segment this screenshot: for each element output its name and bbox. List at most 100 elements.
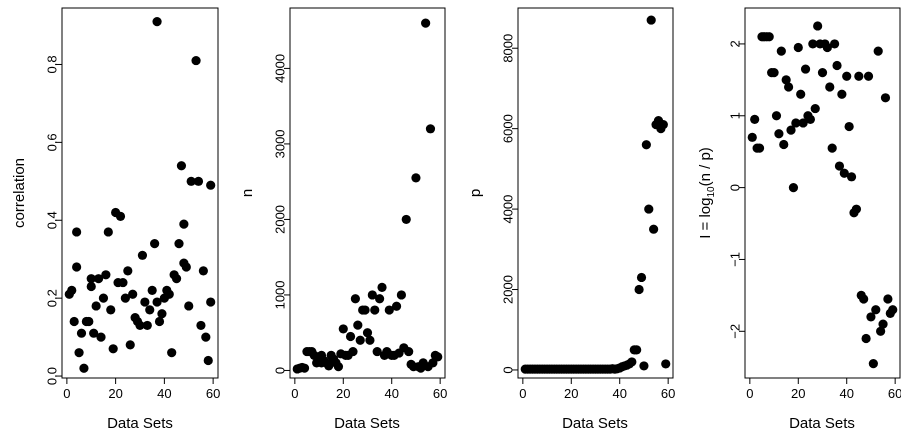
data-point <box>147 285 157 295</box>
data-point <box>191 55 201 66</box>
data-point <box>125 340 135 350</box>
data-point <box>433 352 443 362</box>
data-point <box>362 328 373 338</box>
data-point <box>786 125 796 135</box>
points-4 <box>747 21 898 369</box>
data-point <box>880 93 891 103</box>
data-point <box>120 293 130 303</box>
data-point <box>871 305 881 315</box>
data-point <box>176 161 187 171</box>
y-tick-label: 1000 <box>273 280 288 309</box>
data-point <box>641 140 651 150</box>
data-point <box>649 224 659 234</box>
data-point <box>164 289 174 299</box>
x-tick-label: 60 <box>661 386 675 401</box>
y-tick-label: 4000 <box>501 195 516 224</box>
data-point <box>365 335 375 345</box>
data-point <box>84 316 94 327</box>
x-tick-label: 40 <box>384 386 398 401</box>
plot-frame-1 <box>61 7 219 379</box>
axis-ticks-4: 0 20 40 60 −2 −1 0 1 2 <box>728 40 901 401</box>
data-point <box>793 42 803 53</box>
data-point <box>634 284 644 295</box>
y-tick-label: 8000 <box>501 34 516 63</box>
data-point <box>103 227 113 237</box>
y-tick-label: 0.4 <box>45 211 60 229</box>
data-point <box>774 129 784 139</box>
data-point <box>198 266 208 276</box>
data-point <box>152 17 162 27</box>
data-point <box>805 114 815 124</box>
data-point <box>350 294 360 304</box>
data-point <box>842 71 852 81</box>
data-point <box>834 161 845 171</box>
data-point <box>632 345 642 355</box>
data-point <box>86 274 96 284</box>
x-tick-label: 60 <box>206 386 220 401</box>
y-tick-label: 0.2 <box>45 289 60 307</box>
x-tick-label: 0 <box>291 386 298 401</box>
x-tick-label: 0 <box>519 386 526 401</box>
data-point <box>888 305 898 315</box>
data-point <box>658 120 668 130</box>
data-point <box>878 319 888 329</box>
y-tick-label: 0.8 <box>45 55 60 73</box>
points-2 <box>292 18 443 374</box>
data-point <box>854 71 864 81</box>
data-point <box>91 301 101 311</box>
data-point <box>644 204 654 214</box>
data-point <box>135 320 145 331</box>
x-axis-label-3: Data Sets <box>562 415 628 432</box>
data-point <box>646 15 656 25</box>
y-tick-label: 3000 <box>273 129 288 158</box>
panel-p: 0 20 40 60 0 2000 4000 6000 8000 Data Sets p <box>467 7 676 432</box>
data-point <box>193 176 204 186</box>
axis-ticks-2: 0 20 40 60 0 1000 2000 3000 4000 <box>273 54 448 401</box>
data-point <box>140 297 150 307</box>
data-point <box>851 204 862 214</box>
data-point <box>196 320 206 331</box>
data-point <box>128 289 138 299</box>
y-tick-label: 2 <box>728 40 743 47</box>
y-axis-label-4: I = log10(n / p) <box>697 147 717 239</box>
data-point <box>72 227 82 237</box>
data-point <box>181 262 191 272</box>
data-point <box>98 293 109 303</box>
data-point <box>866 312 876 322</box>
data-point <box>142 320 152 331</box>
data-point <box>827 143 837 153</box>
x-axis-label-2: Data Sets <box>334 415 400 432</box>
data-point <box>355 335 365 345</box>
y-tick-label: 2000 <box>273 205 288 234</box>
data-point <box>791 118 801 128</box>
data-point <box>639 361 649 371</box>
data-point <box>873 46 883 56</box>
data-point <box>661 359 671 369</box>
panel-correlation: 0 20 40 60 0.0 0.2 0.4 0.6 0.8 Data Sets correla… <box>11 7 220 432</box>
data-point <box>324 361 334 371</box>
plot-frame-2 <box>289 7 446 379</box>
data-point <box>396 290 407 300</box>
x-tick-label: 20 <box>108 386 122 401</box>
data-point <box>333 362 344 372</box>
y-tick-label: 0.0 <box>45 367 60 385</box>
y-axis-label-4-prefix: I = log <box>697 198 714 239</box>
data-point <box>863 71 874 81</box>
plot-frame-3 <box>517 7 674 379</box>
data-point <box>750 114 760 124</box>
axis-ticks-3: 0 20 40 60 0 2000 4000 6000 8000 <box>501 34 676 401</box>
x-axis-label-1: Data Sets <box>107 415 173 432</box>
x-tick-label: 0 <box>63 386 70 401</box>
data-point <box>123 266 133 276</box>
data-point <box>754 143 765 153</box>
data-point <box>360 305 370 315</box>
data-point <box>832 60 842 71</box>
data-point <box>76 328 87 338</box>
data-point <box>747 132 757 142</box>
data-point <box>425 124 436 134</box>
y-tick-label: 0.6 <box>45 133 60 151</box>
data-point <box>96 332 106 342</box>
data-point <box>384 305 394 315</box>
data-point <box>636 272 647 283</box>
data-point <box>796 89 806 99</box>
